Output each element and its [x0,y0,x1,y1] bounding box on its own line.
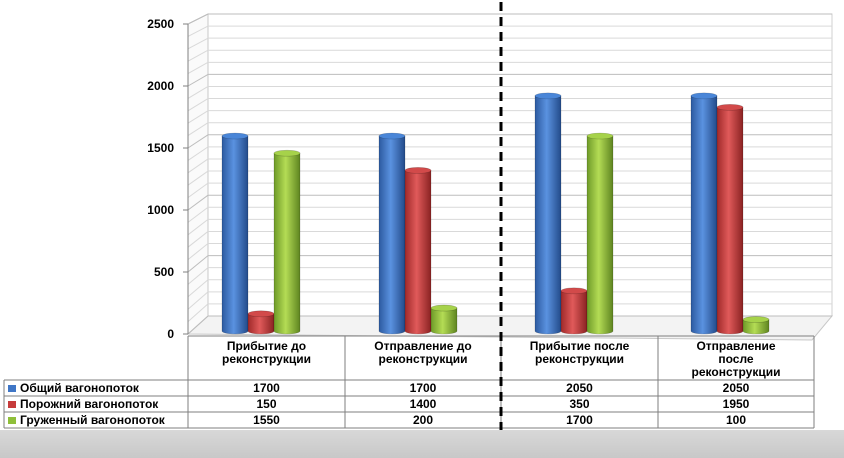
category-label: Прибытие до [227,339,306,353]
bar-0-0 [221,135,249,335]
bar-top-2-1 [560,287,588,295]
bottom-band [0,430,844,458]
gridline-side [187,110,209,124]
gridline-side [187,194,209,211]
bar-top-0-0 [221,132,249,140]
gridline-side [187,73,209,87]
gridline-side [187,279,209,298]
legend-swatch [8,417,16,424]
bar-0-2 [273,152,301,335]
gridline-side [187,25,209,37]
gridline-side [187,98,209,112]
bar-2-1 [560,290,588,335]
bar-top-3-0 [690,92,718,100]
bar-top-1-1 [404,167,432,174]
bar-1-1 [404,170,432,335]
category-label: Прибытие после [530,339,630,353]
gridline-side [187,243,209,260]
gridline-side [187,13,209,25]
cell-value: 2050 [566,381,593,395]
bar-top-0-2 [273,149,301,157]
bars [221,92,770,335]
legend-swatch [8,385,16,392]
cell-value: 1400 [410,397,437,411]
bar-3-1 [716,107,744,335]
y-tick-label: 2000 [147,79,174,93]
category-label: реконструкции [535,352,624,366]
gridline-side [187,218,209,236]
category-label: реконструкции [379,352,468,366]
side-wall [187,13,209,336]
gridline-side [187,315,209,335]
gridline-side [187,291,209,310]
bar-0-1 [247,313,275,335]
category-label: реконструкции [222,352,311,366]
gridline-side [187,49,209,62]
bar-1-2 [430,307,458,335]
bar-top-1-0 [378,132,406,140]
category-label: реконструкции [692,365,781,379]
gridline-side [187,255,209,273]
bar-1-0 [378,135,406,335]
bar-3-0 [690,95,718,335]
series-label: Груженный вагонопоток [20,413,166,427]
gridline-side [187,170,209,186]
bar-top-0-1 [247,310,275,318]
cell-value: 100 [726,413,746,427]
series-label: Общий вагонопоток [20,381,140,395]
gridline-side [187,122,209,137]
gridline-side [187,61,209,75]
gridline-side [187,303,209,322]
cell-value: 200 [413,413,433,427]
gridline-side [187,267,209,285]
gridline-side [187,206,209,223]
bar-2-0 [534,95,562,335]
cell-value: 1700 [566,413,593,427]
cell-value: 150 [256,397,276,411]
bar-3-2 [742,319,770,335]
gridline-side [187,134,209,149]
cell-value: 2050 [723,381,750,395]
y-tick-label: 0 [167,327,174,341]
bar-top-3-1 [716,104,744,111]
gridline-side [187,231,209,248]
bar-2-2 [586,135,614,335]
y-tick-label: 500 [154,265,174,279]
category-label: Отправление до [374,339,471,353]
y-tick-label: 2500 [147,17,174,31]
y-tick-label: 1000 [147,203,174,217]
gridline-side [187,86,209,99]
gridline-side [187,146,209,161]
gridline-side [187,158,209,174]
category-label: после [718,352,754,366]
cell-value: 1950 [723,397,750,411]
gridline-side [187,182,209,199]
bar-top-1-2 [430,304,458,312]
y-tick-label: 1500 [147,141,174,155]
cell-value: 1700 [253,381,280,395]
y-axis: 0 500 1000 1500 2000 2500 [147,17,189,341]
gridline-side [187,37,209,50]
cell-value: 1700 [410,381,437,395]
legend-swatch [8,401,16,408]
category-label: Отправление [696,339,775,353]
cell-value: 1550 [253,413,280,427]
series-label: Порожний вагонопоток [20,397,159,411]
cell-value: 350 [569,397,589,411]
bar-top-2-0 [534,92,562,100]
bar-top-2-2 [586,132,614,140]
bar-top-3-2 [742,316,770,323]
